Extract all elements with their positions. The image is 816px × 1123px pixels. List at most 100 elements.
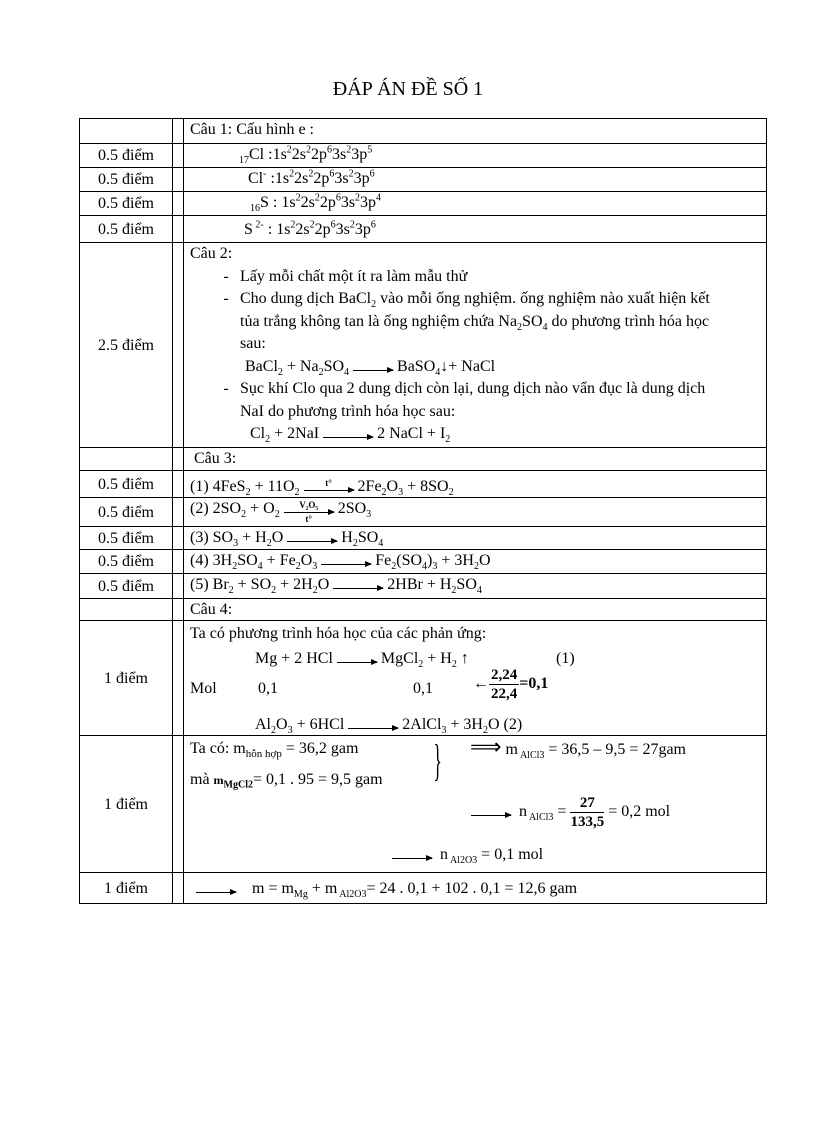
equation-right: 2AlCl3 + 3H2O (2) xyxy=(402,716,523,737)
subscript: 2 xyxy=(381,487,387,499)
equation-right: MgCl2 + H2 ↑ xyxy=(380,650,469,671)
subscript: 2 xyxy=(232,561,238,573)
text: Ta có: m xyxy=(190,740,246,757)
question-2: Câu 2: - Lấy mỗi chất một ít ra làm mẫu t… xyxy=(183,242,767,448)
subscript: 3 xyxy=(312,561,318,573)
answer-table: Câu 1: Cấu hình e : 0.5 điểm 17Cl :1s22s2… xyxy=(79,118,767,904)
subscript: 3 xyxy=(287,725,293,737)
subscript: 2 xyxy=(294,487,300,499)
subscript: 2 xyxy=(295,561,301,573)
result-mass: m AlCl3 = 36,5 – 9,5 = 27gam xyxy=(505,741,686,762)
superscript: 2 xyxy=(295,192,301,204)
superscript: 2- xyxy=(252,219,264,231)
score: 1 điểm xyxy=(79,620,173,736)
products: Fe2(SO4)3 + 3H2O xyxy=(375,552,491,573)
superscript: 6 xyxy=(330,219,336,231)
products: 2Fe2O3 + 8SO2 xyxy=(357,478,454,499)
superscript: 2 xyxy=(289,168,295,180)
subscript: 2 xyxy=(312,585,318,597)
subscript: 3 xyxy=(432,561,438,573)
score: 1 điểm xyxy=(79,872,173,904)
superscript: 2 xyxy=(314,192,320,204)
arrow-icon xyxy=(336,651,378,665)
question-4-heading: Câu 4: xyxy=(183,598,767,621)
superscript: 6 xyxy=(370,219,376,231)
equation-left: BaCl2 + Na2SO4 xyxy=(245,357,350,378)
superscript: 2 xyxy=(346,144,352,156)
subscript: 2 xyxy=(277,366,283,378)
reactants: (1) 4FeS2 + 11O2 xyxy=(190,478,300,499)
subscript: 2 xyxy=(391,561,397,573)
score: 0.5 điểm xyxy=(79,167,173,192)
reactants: (2) 2SO2 + O2 xyxy=(190,500,280,521)
subscript: 2 xyxy=(245,487,251,499)
superscript: 2 xyxy=(308,168,314,180)
final-result: m = mMg + m Al2O3= 24 . 0,1 + 102 . 0,1 … xyxy=(252,879,578,900)
equation-right: 2 NaCl + I2 xyxy=(377,425,451,446)
subscript: 4 xyxy=(344,366,350,378)
result-mol: n Al2O3 = 0,1 mol xyxy=(440,846,544,867)
text: = 0,1 . 95 = 9,5 gam xyxy=(253,771,383,788)
score: 0.5 điểm xyxy=(79,143,173,168)
left-arrow-icon: ← xyxy=(473,675,489,693)
subscript: 4 xyxy=(476,585,482,597)
equation-right: BaSO4↓+ NaCl xyxy=(397,357,496,378)
superscript: 2 xyxy=(348,168,354,180)
text: = 0,2 mol xyxy=(604,803,671,821)
superscript: 2 xyxy=(349,219,355,231)
step-2: Cho dung dịch BaCl2 vào mỗi ống nghiệm. … xyxy=(240,290,710,352)
products: H2SO4 xyxy=(341,529,384,550)
numerator: 2,24 xyxy=(489,667,520,685)
reaction-row: 0.5 điểm (1) 4FeS2 + 11O2 t° 2Fe2O3 + 8SO2 xyxy=(79,470,767,499)
mol-label: Mol xyxy=(190,680,217,697)
reaction-row: 0.5 điểm (3) SO3 + H2O H2SO4 xyxy=(79,526,767,550)
score: 0.5 điểm xyxy=(79,497,173,527)
subscript: Al2O3 xyxy=(337,888,367,900)
arrow-icon xyxy=(321,553,373,567)
superscript: 6 xyxy=(329,168,335,180)
subscript: Mg xyxy=(293,888,308,900)
arrow-icon xyxy=(392,847,433,861)
superscript: 6 xyxy=(327,144,333,156)
reactants: (5) Br2 + SO2 + 2H2O xyxy=(190,576,330,597)
text: = 36,2 gam xyxy=(281,740,359,757)
subscript: AlCl3 xyxy=(527,812,554,824)
question-2-heading: Câu 2: xyxy=(190,245,233,262)
page-title: ĐÁP ÁN ĐỀ SỐ 1 xyxy=(332,78,484,100)
subscript: 3 xyxy=(233,538,239,550)
subscript: AlCl3 xyxy=(518,750,545,762)
superscript: 2 xyxy=(309,219,315,231)
arrow-icon xyxy=(348,717,400,731)
arrow-icon xyxy=(353,359,395,373)
subscript: MgCl2 xyxy=(223,779,253,791)
subscript: 2 xyxy=(448,487,454,499)
numerator: 27 xyxy=(570,794,605,813)
arrow-icon xyxy=(333,577,385,591)
reaction-row: 0.5 điểm (4) 3H2SO4 + Fe2O3 Fe2(SO4)3 + 3H… xyxy=(79,549,767,574)
products: 2HBr + H2SO4 xyxy=(387,576,482,597)
subscript: 2 xyxy=(228,585,234,597)
score: 0.5 điểm xyxy=(79,526,173,550)
arrow-icon xyxy=(196,881,237,895)
mass-symbol: mMgCl2 xyxy=(213,773,253,791)
equation-left: Al2O3 + 6HCl xyxy=(255,716,345,737)
subscript: 3 xyxy=(366,509,372,521)
subscript: 2 xyxy=(352,538,358,550)
superscript: 5 xyxy=(367,144,373,156)
superscript: 6 xyxy=(369,168,375,180)
superscript: 2 xyxy=(355,192,361,204)
reaction-row: 0.5 điểm (2) 2SO2 + O2 V₂O₅ t° 2SO3 xyxy=(79,497,767,527)
equation-tag: (1) xyxy=(556,650,575,667)
subscript: 3 xyxy=(441,725,447,737)
arrow-icon xyxy=(323,426,375,440)
bullet: - xyxy=(223,290,229,307)
config-s-ion: S 2- : 1s22s22p63s23p6 xyxy=(183,215,767,243)
subscript: 2 xyxy=(371,299,377,311)
score: 0.5 điểm xyxy=(79,470,173,498)
subscript: 2 xyxy=(274,509,280,521)
score: 0.5 điểm xyxy=(79,191,173,216)
intro-text: Ta có phương trình hóa học của các phản … xyxy=(190,625,487,642)
subscript: 2 xyxy=(473,561,479,573)
subscript: 2 xyxy=(266,538,272,550)
